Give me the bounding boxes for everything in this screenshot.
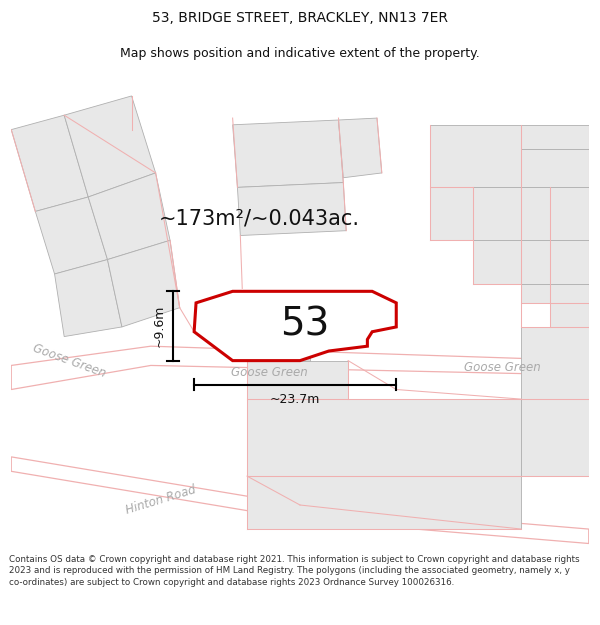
Polygon shape [194, 291, 396, 361]
Polygon shape [521, 284, 589, 303]
Text: ~9.6m: ~9.6m [153, 305, 166, 347]
Polygon shape [247, 476, 521, 529]
Text: ~23.7m: ~23.7m [270, 392, 320, 406]
Polygon shape [11, 346, 589, 389]
Text: 53: 53 [280, 305, 329, 343]
Polygon shape [521, 327, 589, 399]
Text: 53, BRIDGE STREET, BRACKLEY, NN13 7ER: 53, BRIDGE STREET, BRACKLEY, NN13 7ER [152, 11, 448, 25]
Text: Goose Green: Goose Green [231, 366, 308, 379]
Polygon shape [247, 399, 521, 476]
Text: Map shows position and indicative extent of the property.: Map shows position and indicative extent… [120, 48, 480, 61]
Text: Contains OS data © Crown copyright and database right 2021. This information is : Contains OS data © Crown copyright and d… [9, 554, 580, 587]
Polygon shape [521, 399, 589, 476]
Polygon shape [338, 118, 382, 178]
Text: Hinton Road: Hinton Road [124, 483, 197, 517]
Polygon shape [238, 293, 372, 327]
Polygon shape [107, 240, 179, 327]
Text: ~173m²/~0.043ac.: ~173m²/~0.043ac. [159, 209, 360, 229]
Polygon shape [11, 457, 589, 544]
Text: Goose Green: Goose Green [464, 361, 541, 374]
Polygon shape [521, 125, 589, 149]
Polygon shape [247, 361, 348, 399]
Polygon shape [233, 120, 343, 188]
Polygon shape [88, 173, 170, 259]
Polygon shape [430, 125, 521, 188]
Polygon shape [238, 327, 310, 361]
Text: Goose Green: Goose Green [31, 341, 107, 380]
Polygon shape [64, 96, 155, 197]
Polygon shape [430, 188, 589, 240]
Polygon shape [11, 115, 88, 211]
Polygon shape [521, 149, 589, 188]
Polygon shape [473, 240, 589, 284]
Polygon shape [238, 182, 346, 236]
Polygon shape [55, 259, 122, 336]
Polygon shape [550, 303, 589, 327]
Polygon shape [35, 197, 107, 274]
